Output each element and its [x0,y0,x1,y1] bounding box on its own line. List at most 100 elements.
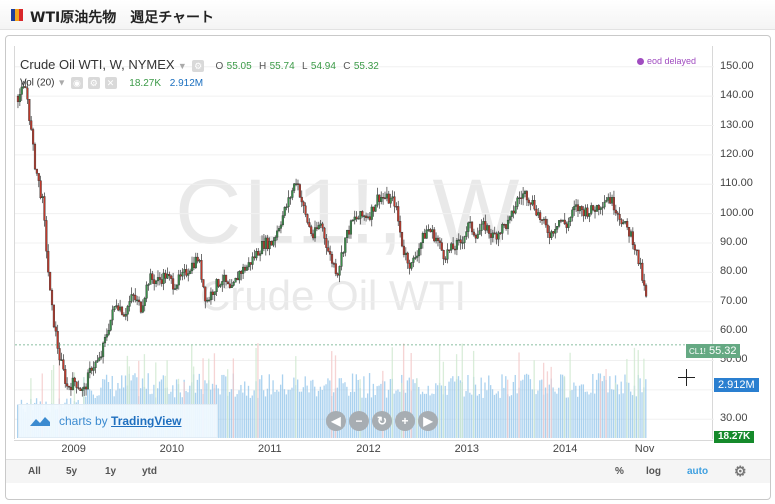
volume-bar [537,390,539,438]
volume-bar [406,380,409,438]
candle-up [578,206,581,212]
volume-bar [571,390,573,438]
volume-bar [435,383,437,438]
time-tick-label: Nov [634,443,655,455]
candle-down [321,223,324,229]
volume-bar [484,382,486,438]
candle-down [393,196,396,207]
candle-down [618,214,621,220]
volume-bar [242,392,244,438]
volume-bar [486,390,488,438]
price-axis[interactable]: 150.00 140.00 130.00 120.00 110.00 100.00 90.0… [714,46,770,439]
range-1y-button[interactable]: 1y [105,466,117,477]
candle-up [607,197,610,201]
volume-bar [314,386,316,438]
tradingview-badge[interactable]: charts by TradingView [18,404,218,438]
volume-bar [611,389,613,438]
candle-up [177,274,180,286]
volume-bar [590,392,592,438]
time-axis[interactable]: 2009 2010 2011 2012 2013 2014 Nov [14,440,713,456]
candle-down [593,209,597,212]
candle-up [455,240,458,250]
time-tick-label: 2012 [356,443,381,455]
percent-scale-button[interactable]: % [615,466,624,477]
low-value: 54.94 [310,61,336,72]
volume-spike-bar [128,366,130,438]
candle-up [542,218,545,221]
watermark-name: Crude Oil WTI [200,272,467,319]
volume-bar [512,381,515,438]
candle-down [257,251,260,256]
candle-down [329,251,332,255]
zoom-in-button[interactable]: + [395,411,415,431]
candle-up [181,271,184,277]
candle-up [98,357,101,361]
range-5y-button[interactable]: 5y [66,466,78,477]
volume-bar [471,394,473,438]
volume-dropdown-icon[interactable]: ▼ [57,77,67,88]
volume-bar [264,396,267,438]
candle-down [30,120,33,130]
volume-spike-bar [227,369,229,438]
low-label: L [301,61,308,72]
range-all-button[interactable]: All [28,466,41,477]
bottom-toolbar: All 5y 1y ytd % log auto ⚙ [6,459,770,483]
volume-bar [474,384,477,438]
window-title-bar: WTI原油先物 週足チャート [0,0,775,30]
watermark-symbol: CL1!, W [175,161,522,263]
candle-up [230,285,233,288]
candle-down [470,221,474,233]
candle-up [605,199,608,203]
candle-down [612,197,615,211]
volume-spike-bar [442,361,445,438]
close-label: C [343,61,351,72]
price-chart[interactable] [15,46,714,439]
candle-down [616,212,619,215]
candle-up [346,230,349,238]
eye-icon[interactable]: ◉ [70,77,83,89]
candle-up [272,240,275,246]
candle-up [404,252,407,255]
high-label: H [259,61,267,72]
candle-up [359,211,362,219]
volume-bar [592,373,594,438]
reset-button[interactable]: ↻ [372,411,392,431]
candle-up [497,232,500,240]
volume-bar [370,397,373,438]
log-scale-button[interactable]: log [646,466,661,477]
zoom-out-button[interactable]: − [349,411,369,431]
candle-down [433,229,436,242]
chart-area[interactable] [14,46,714,439]
symbol-label[interactable]: Crude Oil WTI, W, NYMEX [20,57,175,72]
volume-spike-bar [605,369,607,438]
volume-bar [293,377,295,438]
range-ytd-button[interactable]: ytd [142,466,157,477]
candle-down [633,244,636,251]
candle-up [450,243,453,251]
volume-bar [616,384,619,438]
scroll-left-button[interactable]: ◀ [326,411,346,431]
close-icon[interactable]: ✕ [104,77,117,89]
volume-label[interactable]: Vol (20) [20,77,55,89]
candle-down [576,204,580,212]
gear-icon[interactable]: ⚙ [734,463,747,479]
volume-bar [274,391,276,438]
scroll-right-button[interactable]: ▶ [418,411,438,431]
candle-down [39,180,42,199]
volume-bar [338,378,340,438]
candle-down [372,206,375,212]
candle-up [94,361,97,368]
candle-down [400,231,404,247]
candle-up [506,219,510,229]
tradingview-link[interactable]: TradingView [111,414,182,428]
candle-up [189,270,192,274]
candle-down [172,278,175,290]
volume-bar [624,374,626,438]
candle-up [435,237,438,242]
symbol-dropdown-icon[interactable]: ▼ [177,61,187,71]
candle-up [622,222,625,225]
auto-scale-button[interactable]: auto [687,466,709,477]
gear-icon[interactable]: ⚙ [87,77,100,89]
time-tick-label: 2010 [159,443,185,455]
settings-mini-icon[interactable]: ⚙ [192,59,205,72]
